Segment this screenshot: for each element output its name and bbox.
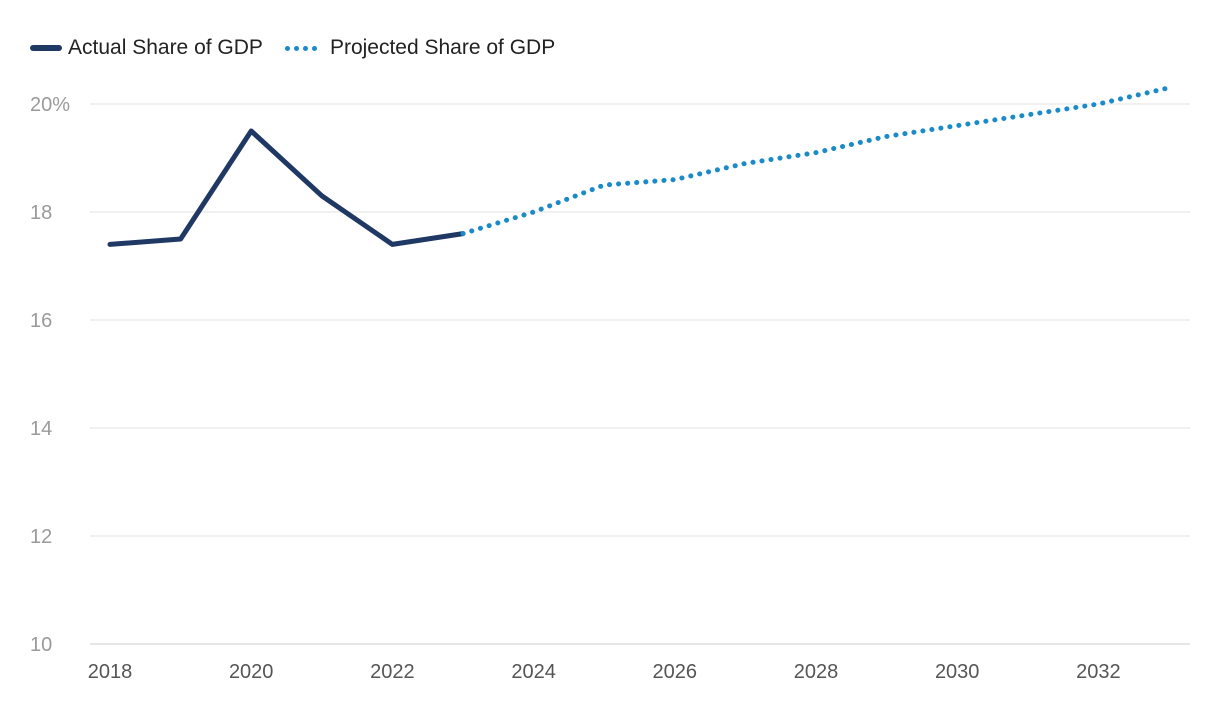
y-axis-ticks: 10 12 14 16 18 20% xyxy=(30,94,70,656)
y-tick-label-14: 14 xyxy=(30,418,52,440)
legend-label-actual: Actual Share of GDP xyxy=(68,36,263,59)
y-tick-label-10: 10 xyxy=(30,634,52,656)
x-tick-label-2022: 2022 xyxy=(370,661,415,683)
series-line-projected xyxy=(460,85,1172,237)
y-tick-label-18: 18 xyxy=(30,202,52,224)
legend-item-actual: Actual Share of GDP xyxy=(30,36,263,60)
legend-item-projected: Projected Share of GDP xyxy=(284,36,556,60)
x-tick-label-2024: 2024 xyxy=(511,661,556,683)
x-axis-ticks: 2018 2020 2022 2024 2026 2028 2030 2032 xyxy=(88,661,1121,683)
legend-label-projected: Projected Share of GDP xyxy=(329,36,556,59)
y-tick-label-12: 12 xyxy=(30,526,52,548)
y-tick-label-20: 20% xyxy=(30,94,70,116)
x-tick-label-2032: 2032 xyxy=(1076,661,1121,683)
chart-legend: Actual Share of GDP Projected Share of G… xyxy=(30,36,577,60)
x-tick-label-2026: 2026 xyxy=(653,661,698,683)
legend-swatch-actual xyxy=(30,45,62,51)
grid-lines xyxy=(90,103,1190,645)
y-tick-label-16: 16 xyxy=(30,310,52,332)
x-tick-label-2018: 2018 xyxy=(88,661,133,683)
series-lines xyxy=(107,85,1172,247)
series-line-actual xyxy=(107,128,466,247)
legend-swatch-projected xyxy=(284,45,321,51)
x-tick-label-2020: 2020 xyxy=(229,661,274,683)
x-tick-label-2030: 2030 xyxy=(935,661,980,683)
x-tick-label-2028: 2028 xyxy=(794,661,839,683)
